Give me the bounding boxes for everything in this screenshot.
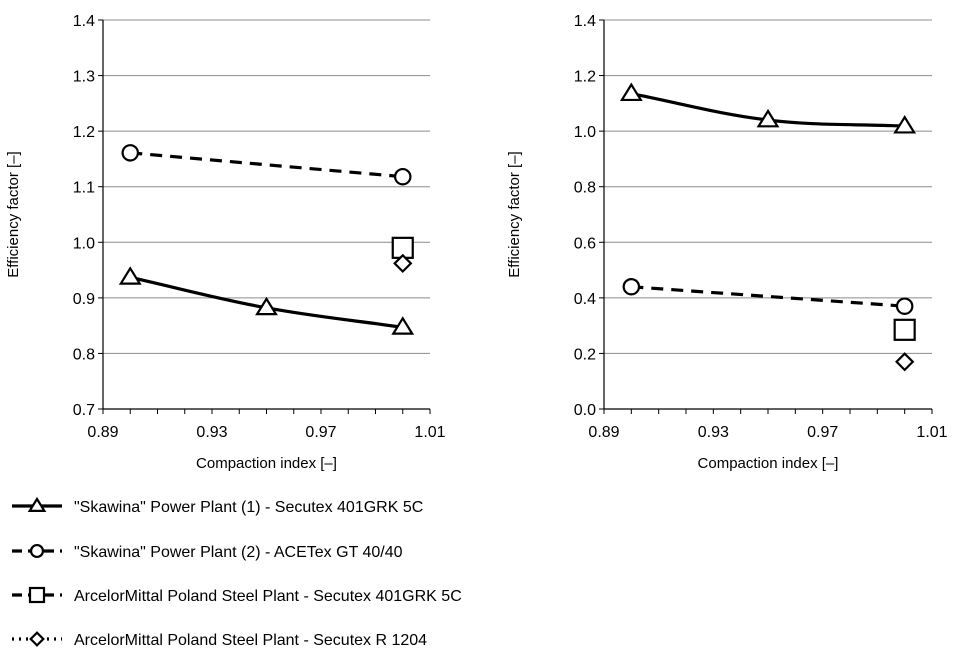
x-tick-label: 0.97	[305, 424, 336, 441]
data-point-circle	[394, 167, 412, 186]
series-line-2	[631, 285, 905, 308]
y-tick-label: 1.4	[73, 13, 95, 30]
x-tick-label: 1.01	[916, 424, 947, 441]
chart-panel-2: 0.0 0.2 0.4 0.6 0.8 1.0 1.2 1.4 0.89 0.93 0.97 1.01…	[506, 13, 948, 472]
x-tick-label: 0.93	[698, 424, 729, 441]
y-tick-label: 0.4	[574, 291, 596, 308]
data-point-diamond	[895, 352, 915, 372]
x-axis-title: Compaction index [–]	[196, 455, 337, 472]
y-tick-label: 1.0	[73, 235, 95, 252]
data-point-triangle	[756, 108, 780, 128]
y-axis-title: Efficiency factor [–]	[506, 151, 523, 277]
y-axis-title: Efficiency factor [–]	[5, 151, 22, 277]
legend-entry-2: "Skawina" Power Plant (2) - ACETex GT 40…	[12, 543, 403, 561]
y-tick-label: 1.3	[73, 69, 95, 86]
legend-entry-3: ArcelorMittal Poland Steel Plant - Secut…	[12, 586, 462, 605]
legend-label: "Skawina" Power Plant (1) - Secutex 401G…	[74, 499, 423, 516]
series-line-2	[130, 151, 403, 179]
y-tick-label: 1.1	[73, 180, 95, 197]
y-tick-label: 0.9	[73, 291, 95, 308]
x-axis-title: Compaction index [–]	[698, 455, 839, 472]
y-tick-label: 0.6	[574, 235, 596, 252]
y-tick-label: 1.2	[73, 124, 95, 141]
x-tick-label: 0.89	[87, 424, 118, 441]
y-tick-label: 1.2	[574, 69, 596, 86]
data-point-triangle	[619, 82, 643, 102]
legend-entry-4: ArcelorMittal Poland Steel Plant - Secut…	[12, 631, 427, 648]
legend-entry-1: "Skawina" Power Plant (1) - Secutex 401G…	[12, 496, 423, 516]
y-tick-label: 0.0	[574, 402, 596, 419]
y-tick-label: 0.7	[73, 402, 95, 419]
x-tick-label: 0.97	[807, 424, 838, 441]
y-tick-label: 1.0	[574, 124, 596, 141]
legend-marker-diamond-icon	[29, 631, 45, 647]
x-tick-label: 0.89	[588, 424, 619, 441]
y-tick-label: 0.8	[574, 180, 596, 197]
y-tick-label: 0.8	[73, 346, 95, 363]
legend-marker-triangle-icon	[27, 496, 47, 512]
data-point-circle	[895, 297, 914, 315]
legend-label: "Skawina" Power Plant (2) - ACETex GT 40…	[74, 544, 403, 561]
x-tick-label: 1.01	[414, 424, 445, 441]
data-point-triangle	[391, 316, 415, 335]
data-point-circle	[121, 144, 139, 162]
y-tick-label: 1.4	[574, 13, 596, 30]
data-point-circle	[622, 277, 641, 296]
x-tick-label: 0.93	[196, 424, 227, 441]
data-point-triangle	[255, 296, 278, 316]
chart-panel-1: 0.7 0.8 0.9 1.0 1.1 1.2 1.3 1.4 0.89 0.93 0.97 1.01…	[5, 13, 446, 472]
legend: "Skawina" Power Plant (1) - Secutex 401G…	[12, 496, 462, 648]
legend-label: ArcelorMittal Poland Steel Plant - Secut…	[74, 588, 462, 605]
data-point-square	[893, 318, 916, 341]
data-point-diamond	[393, 253, 413, 274]
legend-label: ArcelorMittal Poland Steel Plant - Secut…	[74, 632, 427, 648]
legend-marker-circle-icon	[29, 543, 45, 559]
data-point-triangle	[118, 266, 142, 285]
y-tick-label: 0.2	[574, 346, 596, 363]
legend-marker-square-icon	[28, 586, 46, 604]
data-point-triangle	[893, 115, 917, 134]
